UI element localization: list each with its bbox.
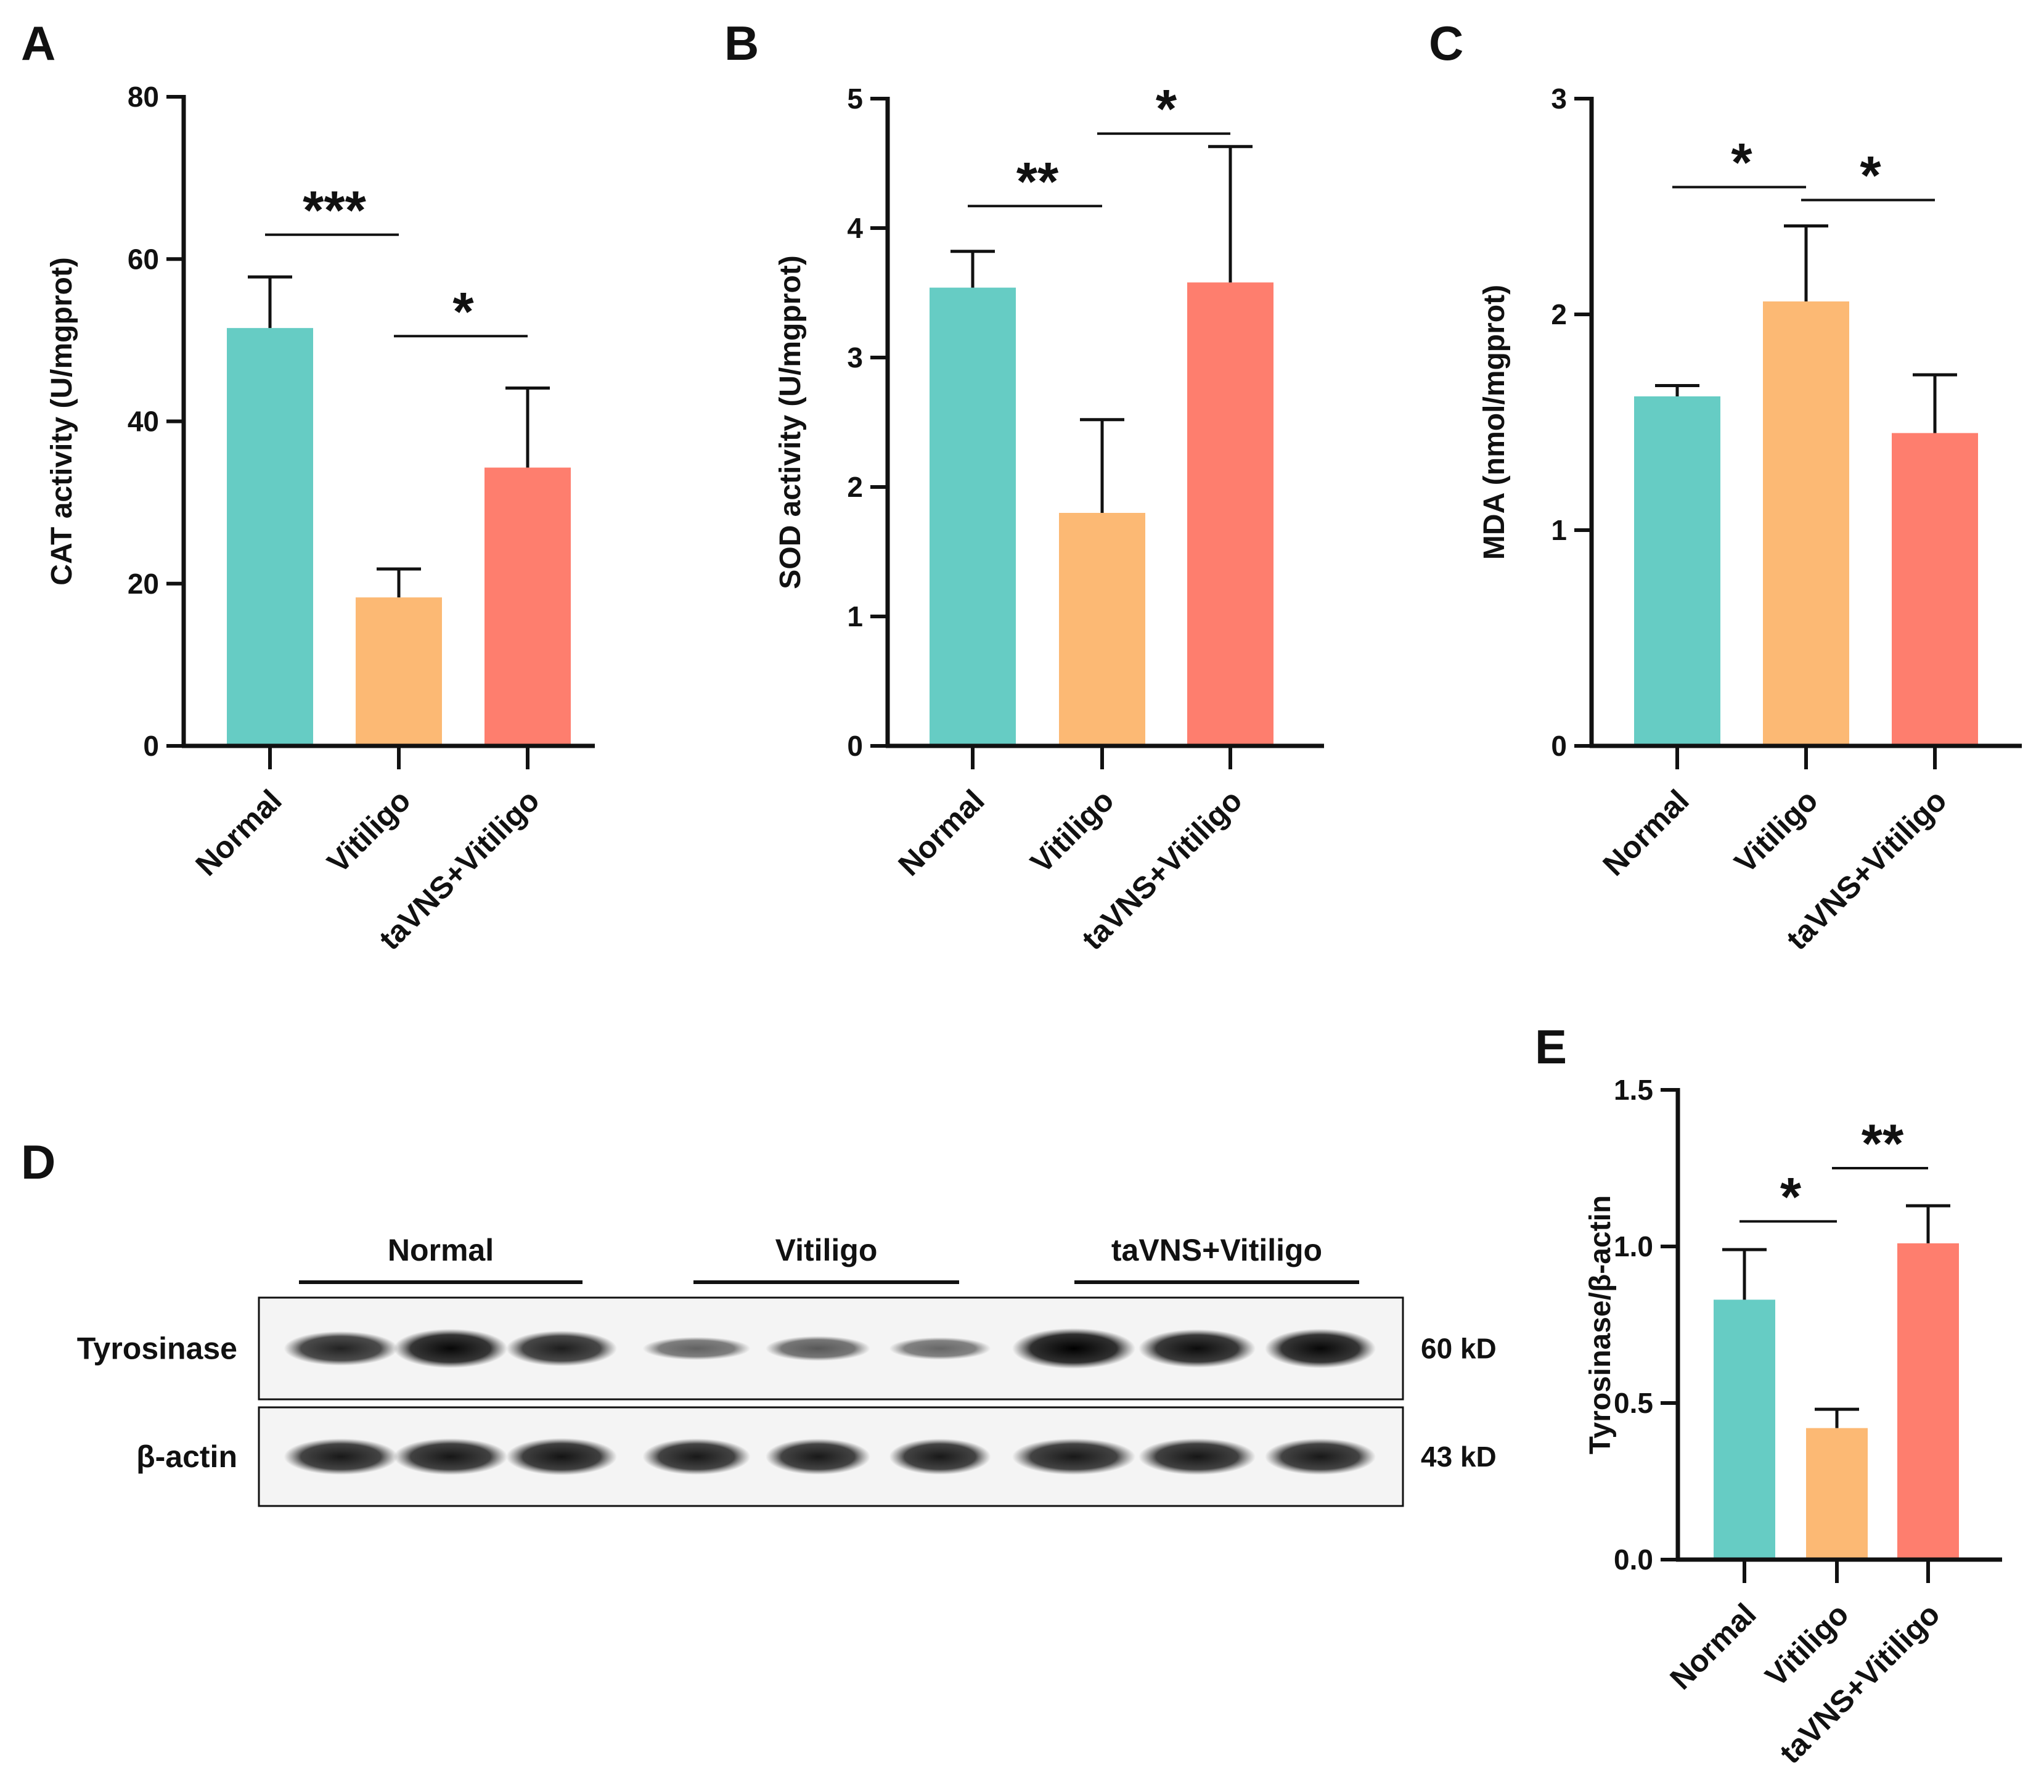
bar-b-2 [1187,282,1273,746]
bar-c-1 [1763,301,1849,746]
category-label-e-0: Normal [1663,1597,1762,1696]
chart-e: 0.00.51.01.5NormalVitiligotaVNS+Vitiligo… [1584,1074,2002,1770]
category-label-c-0: Normal [1596,783,1695,882]
blot-band-1-6 [1012,1438,1135,1475]
western-blot: Normal Vitiligo taVNS+Vitiligo Tyrosinase 60… [77,1233,1497,1507]
bar-c-0 [1634,396,1720,746]
blot-band-1-5 [889,1438,991,1475]
blot-group-label-2: taVNS+Vitiligo [1111,1233,1322,1267]
panel-letter-e: E [1535,1020,1567,1074]
y-axis-title-e: Tyrosinase/β-actin [1584,1195,1617,1455]
blot-row-label-0: Tyrosinase [77,1332,237,1366]
blot-band-1-3 [642,1438,751,1475]
y-tick-label-b-1: 1 [847,600,863,632]
y-tick-label-b-4: 4 [847,212,863,244]
y-axis-title-c: MDA (nmol/mgprot) [1478,285,1511,560]
bar-a-0 [227,328,313,746]
blot-group-label-1: Vitiligo [775,1233,878,1267]
category-label-c-1: Vitiligo [1728,783,1825,880]
y-tick-label-a-2: 40 [128,406,159,438]
blot-band-0-3 [642,1336,751,1360]
y-tick-label-a-3: 60 [128,243,159,275]
blot-band-0-7 [1139,1329,1256,1368]
bar-a-2 [484,467,571,746]
y-tick-label-e-3: 1.5 [1614,1074,1653,1106]
sig-label-a-0: *** [303,179,366,240]
y-tick-label-e-2: 1.0 [1614,1230,1653,1262]
sig-label-e-0: * [1780,1166,1802,1227]
blot-row-kd-0: 60 kD [1421,1333,1497,1365]
blot-band-1-4 [766,1438,870,1475]
blot-band-1-2 [506,1438,617,1476]
blot-band-0-4 [766,1336,870,1361]
y-tick-label-a-1: 20 [128,568,159,600]
blot-band-0-0 [284,1331,398,1366]
category-label-b-0: Normal [891,783,991,882]
y-axis-title-b: SOD activity (U/mgprot) [774,255,807,589]
blot-band-0-8 [1265,1328,1376,1369]
y-axis-title-a: CAT activity (U/mgprot) [46,257,78,585]
blot-band-1-0 [284,1438,398,1475]
category-label-a-1: Vitiligo [321,783,417,880]
y-tick-label-b-5: 5 [847,83,863,115]
panel-letter-c: C [1429,16,1463,70]
sig-label-b-1: * [1156,78,1177,139]
bar-e-0 [1714,1299,1775,1560]
y-tick-label-b-3: 3 [847,342,863,374]
sig-label-c-0: * [1731,132,1752,193]
category-label-a-0: Normal [189,783,288,882]
bar-a-1 [356,597,442,746]
blot-band-0-5 [889,1337,991,1360]
bar-e-1 [1806,1428,1868,1560]
y-tick-label-c-3: 3 [1551,83,1567,115]
y-tick-label-b-0: 0 [847,730,863,762]
y-tick-label-a-0: 0 [143,730,159,762]
sig-label-e-1: ** [1862,1113,1904,1174]
blot-row-label-1: β-actin [136,1439,237,1474]
y-tick-label-c-2: 2 [1551,298,1567,330]
y-tick-label-b-2: 2 [847,471,863,503]
y-tick-label-c-1: 1 [1551,514,1567,546]
blot-band-1-8 [1265,1438,1376,1475]
panel-letter-b: B [724,16,759,70]
bar-c-2 [1892,433,1978,746]
blot-group-label-0: Normal [388,1233,494,1267]
y-tick-label-e-1: 0.5 [1614,1387,1653,1419]
bar-e-2 [1897,1243,1959,1560]
y-tick-label-e-0: 0.0 [1614,1544,1653,1576]
sig-label-a-1: * [452,280,474,342]
category-label-b-1: Vitiligo [1024,783,1121,880]
blot-row-kd-1: 43 kD [1421,1441,1497,1473]
blot-band-1-7 [1139,1438,1256,1475]
y-tick-label-c-0: 0 [1551,730,1567,762]
sig-label-b-0: ** [1016,150,1059,211]
bar-b-1 [1059,513,1145,746]
bar-b-0 [930,287,1016,747]
panel-letter-a: A [21,16,55,70]
blot-band-0-1 [393,1328,508,1369]
category-label-e-2: taVNS+Vitiligo [1773,1597,1947,1770]
panel-letter-d: D [21,1135,55,1189]
sig-label-c-1: * [1860,145,1881,206]
y-tick-label-a-4: 80 [128,81,159,113]
blot-band-0-6 [1012,1328,1135,1369]
blot-band-1-1 [393,1438,508,1475]
blot-band-0-2 [506,1330,617,1367]
